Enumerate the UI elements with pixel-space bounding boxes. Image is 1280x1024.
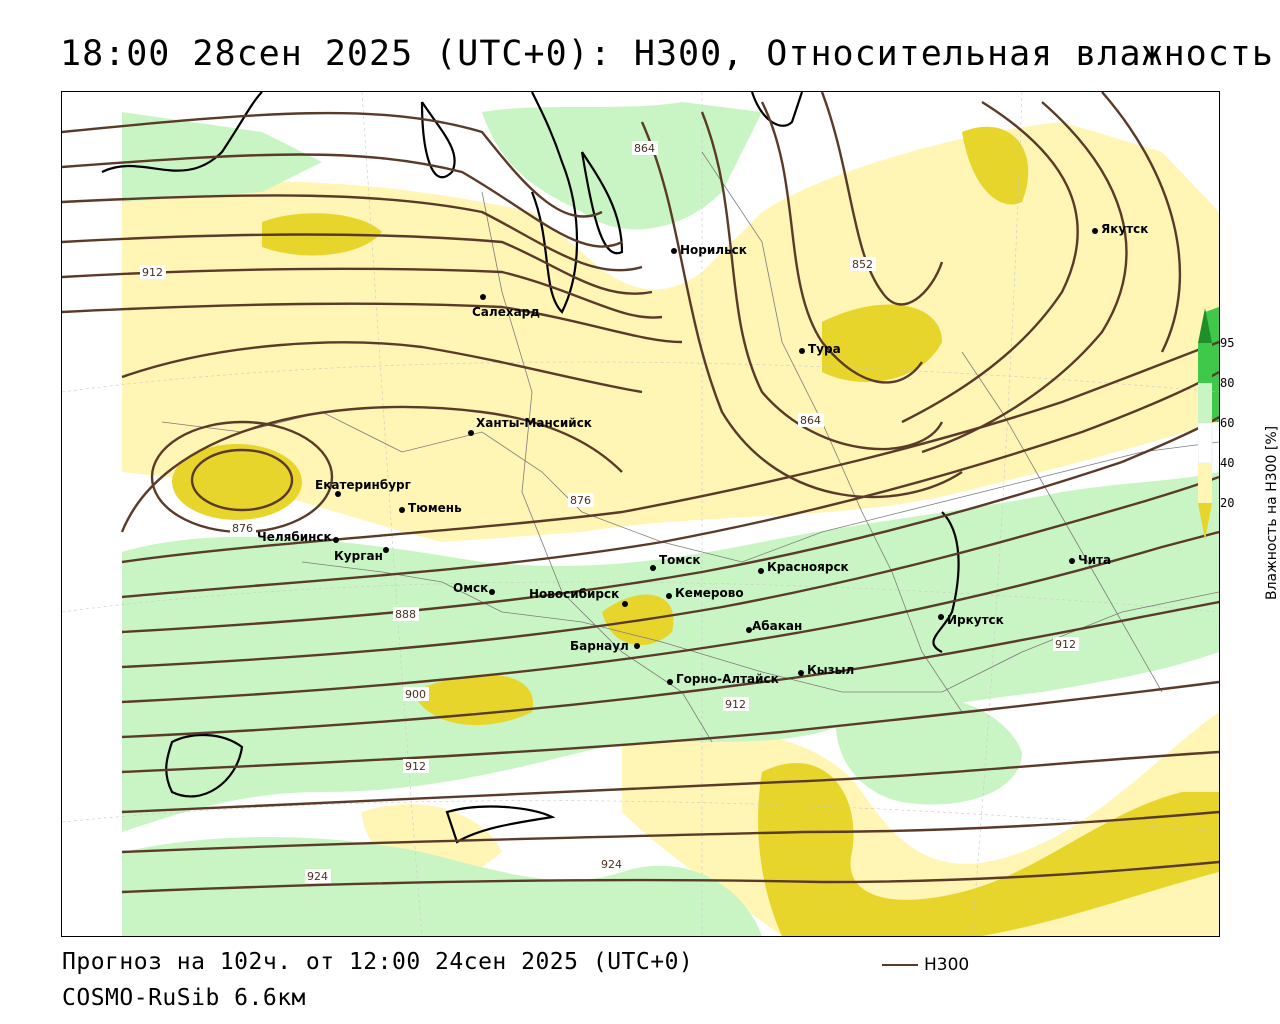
city-irkutsk: Иркутск (938, 613, 1004, 627)
contour-label: 900 (403, 687, 429, 701)
city-tyumen: Тюмень (399, 501, 462, 515)
contour-label: 912 (403, 759, 429, 773)
city-ekaterinburg: Екатеринбург (315, 478, 411, 497)
city-salekhard: Салехард (472, 294, 540, 319)
legend-label: H300 (924, 955, 970, 975)
colorbar-arrow-top (1198, 308, 1212, 343)
city-gorno-altaysk: Горно-Алтайск (667, 672, 779, 686)
contour-label: 924 (599, 857, 625, 871)
city-yakutsk: Якутск (1092, 222, 1148, 236)
city-kemerovo: Кемерово (666, 586, 744, 600)
colorbar-segment-60-80 (1198, 383, 1212, 423)
svg-text:Салехард: Салехард (472, 305, 540, 319)
svg-text:900: 900 (405, 688, 426, 701)
contour-legend: H300 (882, 953, 969, 977)
svg-text:876: 876 (570, 494, 591, 507)
svg-text:Курган: Курган (334, 549, 383, 563)
colorbar-tick: 95 (1220, 336, 1234, 350)
forecast-info: Прогноз на 102ч. от 12:00 24сен 2025 (UT… (62, 949, 694, 975)
svg-text:Чита: Чита (1078, 553, 1111, 567)
map-title: 18:00 28сен 2025 (UTC+0): H300, Относите… (60, 34, 1274, 74)
city-kyzyl: Кызыл (798, 663, 854, 677)
svg-text:Красноярск: Красноярск (767, 560, 849, 574)
svg-text:888: 888 (395, 608, 416, 621)
city-norilsk: Норильск (671, 243, 747, 257)
contour-label: 888 (393, 607, 419, 621)
colorbar-title: Влажность на H300 [%] (1264, 425, 1280, 600)
svg-text:924: 924 (307, 870, 328, 883)
colorbar-scale: 95 80 60 40 20 (1198, 308, 1234, 540)
svg-text:912: 912 (142, 266, 163, 279)
contour-label: 864 (798, 413, 824, 427)
svg-text:924: 924 (601, 858, 622, 871)
svg-text:864: 864 (800, 414, 821, 427)
svg-text:912: 912 (405, 760, 426, 773)
city-kurgan: Курган (334, 547, 389, 563)
svg-text:Омск: Омск (453, 581, 488, 595)
city-barnaul: Барнаул (570, 639, 640, 653)
svg-text:Новосибирск: Новосибирск (529, 587, 619, 601)
map-canvas: 864 852 912 864 876 876 888 900 912 912 … (62, 92, 1219, 936)
svg-text:Ханты-Мансийск: Ханты-Мансийск (476, 416, 592, 430)
city-khanty-mansiysk: Ханты-Мансийск (468, 416, 592, 436)
svg-text:Тура: Тура (808, 342, 841, 356)
svg-text:Кемерово: Кемерово (675, 586, 744, 600)
contour-label: 924 (305, 869, 331, 883)
humidity-colorbar: 95 80 60 40 20 (1198, 300, 1278, 600)
colorbar-tick: 80 (1220, 376, 1234, 390)
city-chelyabinsk: Челябинск (257, 530, 339, 544)
cities: Якутск Норильск Салехард Тура Ханты-Манс… (257, 222, 1148, 686)
contour-label: 876 (230, 521, 256, 535)
city-tura: Тура (799, 342, 841, 356)
colorbar-tick: 60 (1220, 416, 1234, 430)
contour-label: 852 (850, 257, 876, 271)
legend-line-swatch (882, 964, 918, 966)
svg-text:912: 912 (725, 698, 746, 711)
svg-text:Томск: Томск (659, 553, 701, 567)
svg-text:Иркутск: Иркутск (947, 613, 1004, 627)
coastlines (101, 92, 960, 844)
svg-text:Кызыл: Кызыл (807, 663, 854, 677)
colorbar-segment-40-60 (1198, 422, 1213, 464)
contour-label: 912 (140, 265, 166, 279)
colorbar-segment-20-40 (1198, 463, 1212, 503)
contour-labels: 864 852 912 864 876 876 888 900 912 912 … (140, 141, 1079, 883)
svg-text:876: 876 (232, 522, 253, 535)
city-omsk: Омск (453, 581, 495, 595)
h300-contours (62, 92, 1219, 894)
model-name: COSMO-RuSib 6.6км (62, 985, 306, 1011)
city-krasnoyarsk: Красноярск (758, 560, 849, 574)
city-abakan: Абакан (746, 619, 802, 633)
svg-text:Екатеринбург: Екатеринбург (315, 478, 411, 492)
colorbar-tick: 20 (1220, 496, 1234, 510)
colorbar-arrow-bottom (1198, 503, 1212, 540)
svg-text:Барнаул: Барнаул (570, 639, 629, 653)
contour-label: 864 (632, 141, 658, 155)
map-area[interactable]: 864 852 912 864 876 876 888 900 912 912 … (61, 91, 1220, 937)
city-chita: Чита (1069, 553, 1111, 567)
svg-text:Тюмень: Тюмень (408, 501, 462, 515)
contour-label: 912 (1053, 637, 1079, 651)
svg-text:912: 912 (1055, 638, 1076, 651)
city-tomsk: Томск (650, 553, 701, 571)
svg-text:852: 852 (852, 258, 873, 271)
svg-text:Якутск: Якутск (1101, 222, 1148, 236)
city-novosibirsk: Новосибирск (529, 587, 628, 607)
svg-text:Абакан: Абакан (752, 619, 802, 633)
svg-text:864: 864 (634, 142, 655, 155)
contour-label: 912 (723, 697, 749, 711)
contour-label: 876 (568, 493, 594, 507)
svg-text:Челябинск: Челябинск (257, 530, 332, 544)
svg-text:Горно-Алтайск: Горно-Алтайск (676, 672, 779, 686)
svg-text:Норильск: Норильск (680, 243, 747, 257)
colorbar-tick: 40 (1220, 456, 1234, 470)
colorbar-segment-80-95 (1198, 343, 1212, 383)
